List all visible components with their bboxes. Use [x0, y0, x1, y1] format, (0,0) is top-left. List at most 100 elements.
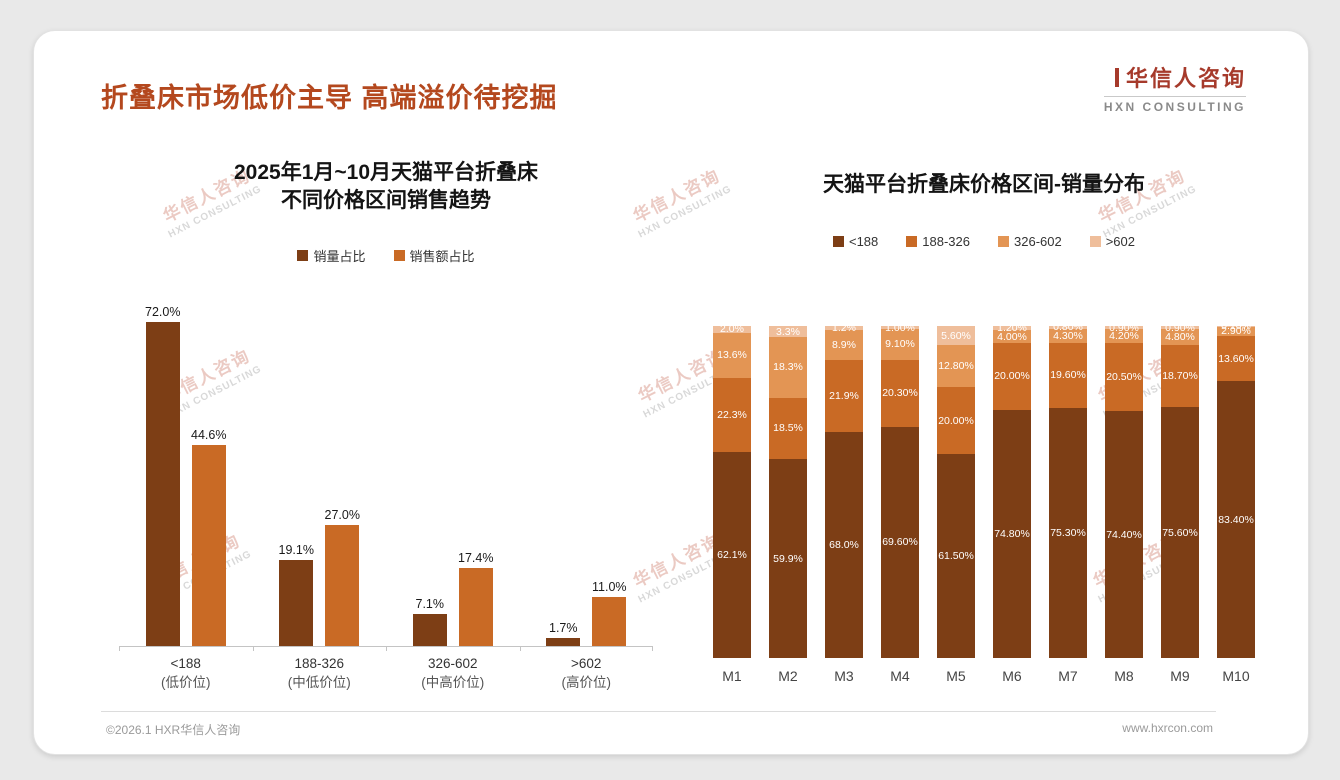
footer-website: www.hxrcon.com	[1122, 721, 1213, 735]
bar-segment: 12.80%	[937, 344, 975, 388]
legend-label: 188-326	[922, 233, 970, 249]
bar-segment: 2.90%	[1217, 325, 1255, 338]
segment-value-label: 59.9%	[773, 552, 803, 565]
legend-color-swatch	[393, 249, 405, 261]
stack-column: 75.60% 18.70% 4.80% 0.90%	[1152, 322, 1208, 658]
dist-categories: M1 M2 M3 M4 M5 M6 M7 M8 M9 M10	[704, 668, 1264, 684]
bar-value-label: 11.0%	[592, 579, 627, 594]
month-label: M3	[834, 668, 854, 684]
segment-value-label: 20.50%	[1106, 370, 1142, 383]
legend-color-swatch	[297, 249, 309, 261]
month-label: M1	[722, 668, 742, 684]
segment-value-label: 83.40%	[1218, 513, 1254, 526]
segment-value-label: 20.00%	[994, 370, 1030, 383]
segment-value-label: 74.40%	[1106, 528, 1142, 541]
legend-label: 销量占比	[313, 248, 366, 264]
bar-segment: 9.10%	[881, 329, 919, 360]
legend-color-swatch	[832, 235, 844, 247]
segment-value-label: 19.60%	[1050, 369, 1086, 382]
bar-segment: 22.3%	[713, 377, 751, 452]
bar	[145, 322, 180, 646]
segment-value-label: 4.00%	[997, 330, 1027, 343]
segment-value-label: 9.10%	[885, 338, 915, 351]
segment-value-label: 2.90%	[1221, 325, 1251, 338]
category-name: >602	[571, 656, 602, 671]
bar-segment: 21.9%	[825, 359, 863, 433]
segment-value-label: 8.9%	[832, 338, 856, 351]
bar-segment: 3.3%	[769, 325, 807, 338]
stacked-bar: 59.9% 18.5% 18.3% 3.3%	[769, 326, 807, 658]
bar-column: 17.4%	[458, 550, 494, 646]
segment-value-label: 1.20%	[997, 322, 1027, 335]
legend-item: 销售额占比	[393, 246, 475, 265]
segment-value-label: 3.3%	[776, 325, 800, 338]
footer-copyright: ©2026.1 HXR华信人咨询	[106, 723, 241, 737]
stacked-bar: 68.0% 21.9% 8.9% 1.2%	[825, 322, 863, 658]
stacked-bar: 62.1% 22.3% 13.6% 2.0%	[713, 323, 751, 658]
bar-segment: 68.0%	[825, 432, 863, 658]
trend-categories: <188 (低价位) 188-326 (中低价位) 326-602 (中高价位) >602 (…	[119, 647, 654, 692]
legend-label: <188	[848, 233, 879, 249]
bar-segment: 0.90%	[1161, 322, 1199, 334]
distribution-chart: 天猫平台折叠床价格区间-销量分布 <188 188-326 326-602 >602 …	[704, 159, 1264, 684]
segment-value-label: 74.80%	[994, 527, 1030, 540]
bar-segment: 83.40%	[1217, 381, 1255, 658]
bar	[412, 614, 447, 646]
stack-column: 68.0% 21.9% 8.9% 1.2%	[816, 322, 872, 658]
segment-value-label: 12.80%	[938, 360, 974, 373]
stack-column: 61.50% 20.00% 12.80% 5.60%	[928, 326, 984, 658]
segment-value-label: 0.80%	[1053, 321, 1083, 334]
month-label: M5	[946, 668, 966, 684]
bar	[546, 638, 581, 646]
segment-value-label: 5.60%	[941, 329, 971, 342]
bar-group: 1.7% 11.0%	[520, 579, 654, 646]
bar-segment: 20.00%	[937, 387, 975, 454]
bar-segment: 1.20%	[993, 322, 1031, 334]
trend-legend: 销量占比 销售额占比	[119, 246, 653, 265]
stack-column: 62.1% 22.3% 13.6% 2.0%	[704, 323, 760, 658]
bar-column: 44.6%	[191, 428, 226, 646]
month-label: M4	[890, 668, 910, 684]
bar-value-label: 17.4%	[458, 550, 494, 565]
legend-color-swatch	[1089, 235, 1101, 247]
segment-value-label: 13.60%	[1218, 352, 1254, 365]
month-label: M9	[1170, 668, 1190, 684]
segment-value-label: 0.90%	[1165, 321, 1195, 334]
stacked-bar: 75.60% 18.70% 4.80% 0.90%	[1161, 322, 1199, 658]
stack-column: 74.80% 20.00% 4.00% 1.20%	[984, 322, 1040, 658]
category-sublabel: (低价位)	[161, 675, 211, 690]
segment-value-label: 22.3%	[717, 408, 747, 421]
bar-segment: 19.60%	[1049, 342, 1087, 409]
category-name: <188	[170, 656, 201, 671]
segment-value-label: 69.60%	[882, 536, 918, 549]
bar-segment: 20.50%	[1105, 342, 1143, 411]
bar-value-label: 72.0%	[145, 305, 181, 319]
stacked-bar: 61.50% 20.00% 12.80% 5.60%	[937, 326, 975, 658]
bar-segment: 0.90%	[1105, 322, 1143, 334]
dist-chart-title: 天猫平台折叠床价格区间-销量分布	[823, 173, 1145, 196]
stacked-bar: 75.30% 19.60% 4.30% 0.80%	[1049, 321, 1087, 658]
footer-divider	[101, 711, 1216, 712]
bar-segment: 4.80%	[1161, 329, 1199, 345]
stack-column: 83.40% 13.60% 2.90% 0.10%	[1208, 320, 1264, 658]
category-sublabel: (中低价位)	[287, 675, 351, 690]
bar-segment: 2.0%	[713, 323, 751, 335]
logo: 华信人咨询 HXN CONSULTING	[1103, 61, 1246, 114]
segment-value-label: 75.30%	[1050, 527, 1086, 539]
stack-column: 75.30% 19.60% 4.30% 0.80%	[1040, 321, 1096, 658]
bar-segment: 59.9%	[769, 459, 807, 658]
legend-label: 326-602	[1014, 233, 1062, 249]
bar-segment: 69.60%	[881, 426, 919, 658]
bar-segment: 20.30%	[881, 359, 919, 427]
bar-segment: 4.00%	[993, 330, 1031, 344]
month-label: M6	[1002, 668, 1022, 684]
legend-item: 188-326	[906, 234, 970, 249]
bar-value-label: 1.7%	[549, 621, 578, 636]
logo-en-text: HXN CONSULTING	[1103, 96, 1246, 114]
bar-segment: 75.60%	[1161, 407, 1199, 658]
category-sublabel: (中高价位)	[421, 675, 485, 690]
category-label: >602 (高价位)	[519, 647, 654, 692]
category-label: 326-602 (中高价位)	[386, 647, 520, 692]
category-label: 188-326 (中低价位)	[252, 647, 387, 692]
slide: 华信人咨询 HXN CONSULTING 华信人咨询 HXN CONSULTING 华信…	[33, 30, 1309, 755]
